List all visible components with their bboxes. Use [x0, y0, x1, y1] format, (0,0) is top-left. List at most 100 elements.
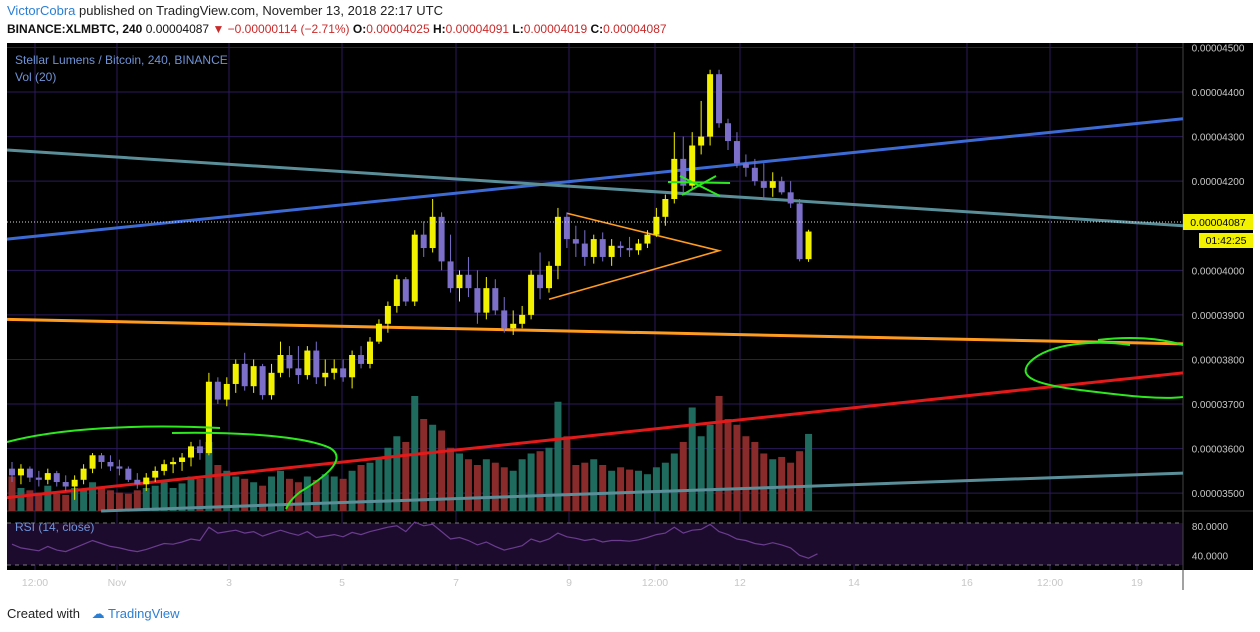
candle-body	[170, 461, 177, 465]
volume-bar	[35, 492, 43, 511]
candle-body	[438, 216, 445, 262]
tradingview-logo[interactable]: ☁ TradingView	[92, 606, 180, 621]
high-value: 0.00004091	[445, 22, 510, 36]
candle-body	[778, 181, 785, 193]
time-tick-label: 12:00	[22, 577, 48, 589]
candle-body	[420, 234, 427, 249]
trendline-drawings[interactable]	[6, 117, 1184, 513]
volume-bar	[590, 459, 598, 511]
volume-bar	[545, 447, 553, 511]
volume-bar	[572, 465, 580, 511]
candle-body	[223, 383, 230, 400]
candle-body	[331, 368, 338, 373]
volume-bar	[366, 462, 374, 511]
volume-bar	[420, 419, 428, 511]
author-link[interactable]: VictorCobra	[7, 3, 76, 18]
green-cross-mark-a	[667, 181, 731, 184]
candle-body	[161, 464, 168, 471]
volume-bar	[778, 456, 786, 511]
price-tick-label: 0.00003600	[1192, 445, 1245, 456]
candle-body	[322, 372, 329, 378]
volume-bar	[688, 407, 696, 511]
volume-bar	[715, 396, 723, 511]
red-rising-support	[6, 371, 1184, 500]
volume-bar	[232, 476, 240, 511]
volume-bar	[447, 447, 455, 511]
candle-body	[116, 466, 123, 469]
volume-bar	[464, 459, 472, 511]
candle-body	[760, 181, 767, 188]
candle-body	[474, 288, 481, 313]
current-price-tag-text: 0.00004087	[1190, 217, 1246, 229]
time-tick-label: 3	[226, 577, 232, 589]
candle-body	[733, 141, 740, 164]
candle-body	[268, 372, 275, 396]
candle-body	[134, 479, 141, 485]
candle-body	[787, 192, 794, 204]
freehand-drawings	[6, 175, 1184, 510]
candle-body	[196, 446, 203, 454]
volume-bar	[608, 470, 616, 511]
volume-bar	[151, 485, 159, 511]
symmetrical-triangle	[548, 212, 723, 301]
time-tick-label: 12:00	[1037, 577, 1063, 589]
candle-body	[35, 477, 42, 480]
volume-bar	[384, 447, 392, 511]
candle-body	[492, 288, 499, 311]
candle-body	[519, 314, 526, 324]
volume-bar	[277, 470, 284, 511]
countdown-tag	[1199, 233, 1253, 248]
price-tick-label: 0.00003500	[1192, 489, 1245, 500]
rsi-band	[7, 523, 1183, 565]
candle-body	[644, 234, 651, 244]
candle-body	[402, 279, 409, 302]
candle-body	[590, 239, 597, 257]
candle-body	[205, 381, 212, 454]
candle-body	[599, 239, 606, 257]
time-tick-label: 12:00	[642, 577, 668, 589]
time-tick-label: 14	[848, 577, 860, 589]
candle-body	[617, 245, 624, 249]
candle-body	[716, 74, 723, 124]
volume-bar	[652, 467, 660, 511]
candle-body	[725, 123, 731, 142]
price-tick-label: 0.00003700	[1192, 400, 1245, 411]
volume-bar	[599, 465, 607, 511]
candle-body	[626, 248, 633, 251]
volume-bar	[581, 462, 589, 511]
time-tick-label: Nov	[108, 577, 127, 589]
symbol-quote-line: BINANCE:XLMBTC, 240 0.00004087 ▼ −0.0000…	[7, 22, 667, 36]
tradingview-cloud-icon: ☁	[91, 606, 105, 621]
candle-body	[107, 461, 114, 467]
open-value: 0.00004025	[366, 22, 430, 36]
volume-bar	[482, 459, 490, 511]
volume-bar	[733, 424, 741, 511]
price-tick-label: 0.00004400	[1192, 88, 1245, 99]
descending-teal-trendline	[6, 148, 1184, 228]
candle-body	[26, 468, 33, 478]
candle-body	[286, 355, 293, 369]
price-change: ▼ −0.00000114 (−2.71%)	[212, 22, 350, 36]
candle-body	[188, 446, 194, 458]
volume-bar	[375, 459, 383, 511]
candle-body	[17, 468, 24, 476]
candle-body	[742, 163, 749, 168]
green-hand-drawn-arc-right	[1097, 336, 1184, 346]
high-label: H:	[432, 22, 446, 36]
symbol-label: BINANCE:XLMBTC, 240	[7, 22, 143, 36]
volume-bar	[187, 476, 195, 511]
candle-body	[241, 363, 248, 387]
rsi-axis-ticks: 80.0000 40.0000	[1192, 522, 1229, 563]
volume-bar	[285, 478, 293, 511]
price-tick-label: 0.00004000	[1192, 266, 1245, 277]
candle-body	[456, 274, 463, 289]
volume-bar	[473, 465, 481, 511]
candle-body	[483, 288, 490, 313]
price-tick-label: 0.00003800	[1192, 355, 1245, 366]
rsi-tick-label: 80.0000	[1192, 522, 1229, 533]
volume-bar	[62, 494, 70, 511]
candle-body	[554, 216, 561, 266]
publish-info: VictorCobra published on TradingView.com…	[7, 3, 443, 18]
candle-body	[358, 355, 365, 364]
